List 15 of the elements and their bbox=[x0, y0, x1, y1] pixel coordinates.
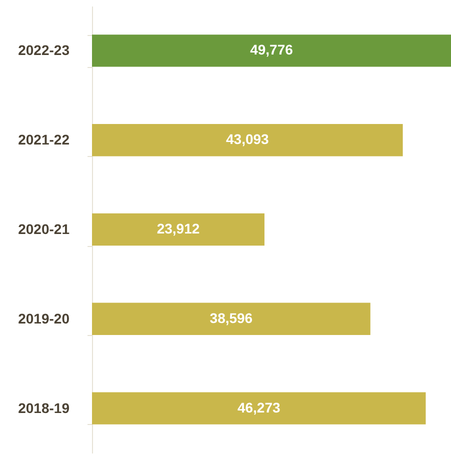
y-tick-label: 2019-20 bbox=[18, 310, 70, 326]
data-label: 46,273 bbox=[237, 399, 280, 416]
bar bbox=[92, 302, 370, 335]
data-label: 49,776 bbox=[250, 42, 294, 58]
y-tick-label: 2021-22 bbox=[18, 132, 70, 148]
data-label: 38,596 bbox=[210, 310, 253, 326]
bar bbox=[92, 213, 264, 246]
bar bbox=[92, 124, 403, 156]
data-label: 43,093 bbox=[226, 131, 270, 148]
y-tick-label: 2020-21 bbox=[18, 221, 70, 237]
bar bbox=[92, 392, 426, 424]
bar bbox=[92, 34, 451, 67]
data-label: 23,912 bbox=[156, 220, 200, 236]
y-tick-label: 2018-19 bbox=[18, 400, 70, 416]
y-tick-label: 2022-23 bbox=[18, 42, 70, 58]
